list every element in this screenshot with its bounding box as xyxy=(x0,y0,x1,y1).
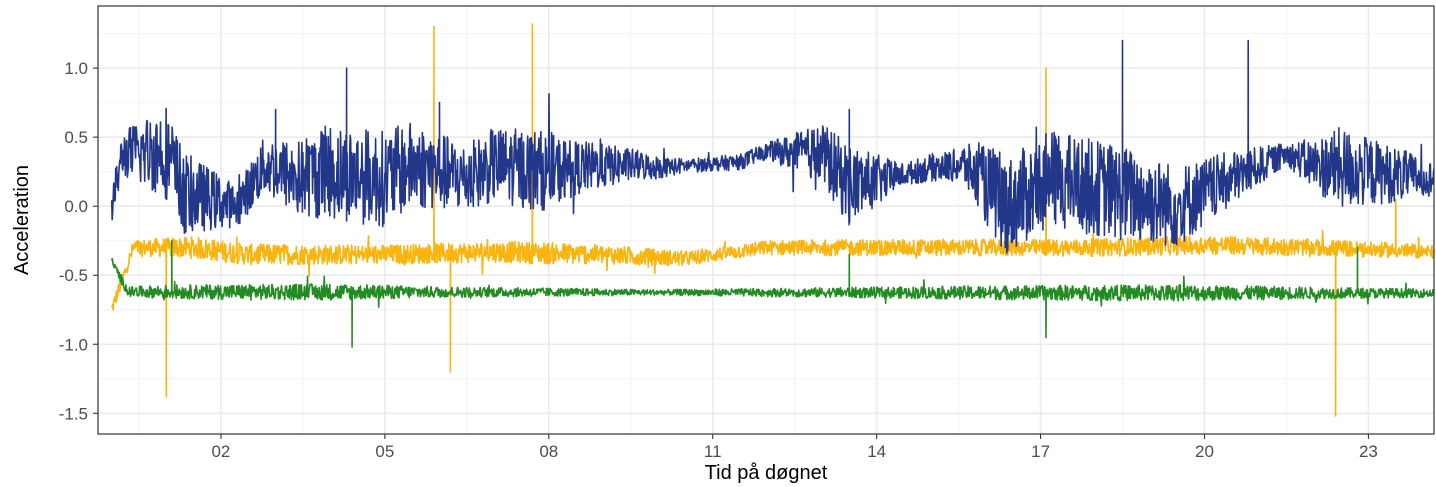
y-tick-label: 0.0 xyxy=(64,197,88,216)
x-tick-label: 11 xyxy=(704,442,722,461)
x-tick-label: 20 xyxy=(1195,442,1214,461)
x-tick-label: 14 xyxy=(867,442,886,461)
y-axis-ticks: 1.0 0.5 0.0 -0.5 -1.0 -1.5 xyxy=(59,59,98,423)
series-line xyxy=(110,239,1435,348)
grid-major-lines xyxy=(98,6,1434,434)
y-tick-label: -0.5 xyxy=(59,266,88,285)
series-line xyxy=(110,23,1435,417)
y-axis-title: Acceleration xyxy=(11,165,33,275)
x-axis-title: Tid på døgnet xyxy=(705,462,828,484)
y-tick-label: -1.0 xyxy=(59,335,88,354)
x-tick-label: 05 xyxy=(375,442,394,461)
x-axis-ticks: 02 05 08 11 14 17 20 23 xyxy=(211,434,1378,461)
grid-minor-lines xyxy=(98,6,1434,434)
x-tick-label: 23 xyxy=(1359,442,1378,461)
panel-border xyxy=(97,5,1435,435)
series-line xyxy=(110,39,1435,254)
y-tick-label: 1.0 xyxy=(64,59,88,78)
x-tick-label: 08 xyxy=(539,442,558,461)
y-tick-label: -1.5 xyxy=(59,404,88,423)
x-tick-label: 02 xyxy=(211,442,230,461)
y-tick-label: 0.5 xyxy=(64,128,88,147)
series-layer xyxy=(110,23,1435,417)
x-tick-label: 17 xyxy=(1031,442,1050,461)
